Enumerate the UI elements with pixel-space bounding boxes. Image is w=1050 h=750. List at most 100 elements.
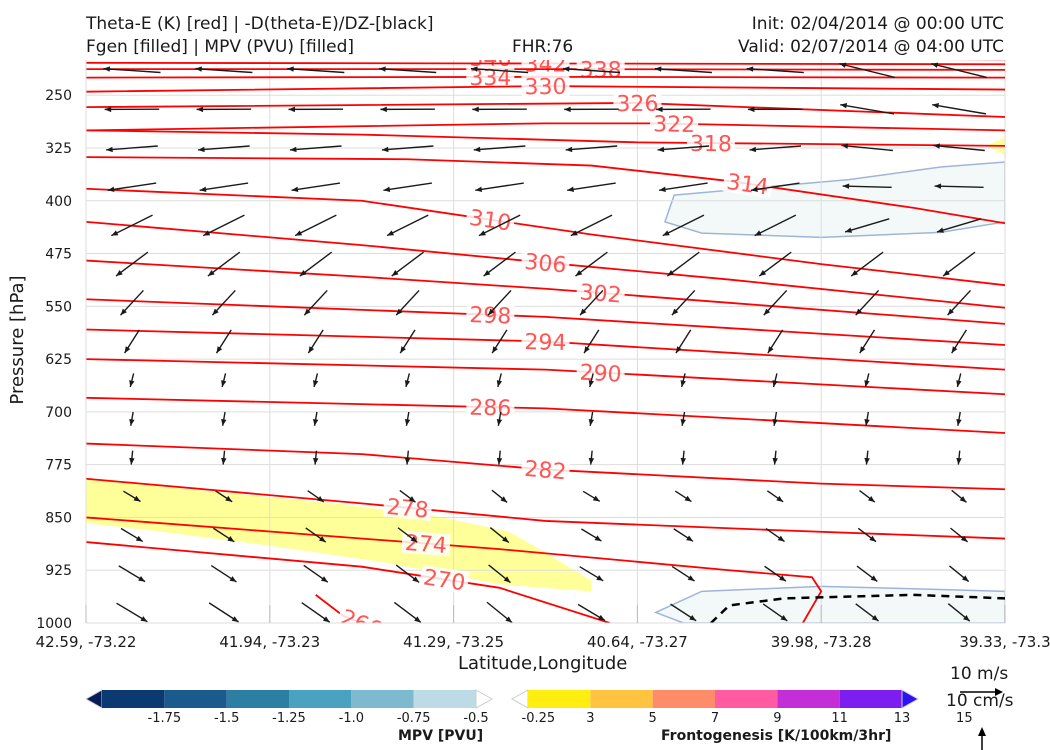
wind-vector-head <box>963 614 970 622</box>
theta-e-contour-label: 282 <box>523 457 567 485</box>
y-tick-label: 475 <box>45 247 72 263</box>
mpv-colorbar-tick-label: -0.75 <box>397 711 431 726</box>
wind-vector-head <box>936 227 944 233</box>
wind-vector-head <box>410 536 418 543</box>
wind-vector-head <box>216 346 223 354</box>
vector-key-vertical-head <box>978 727 986 736</box>
wind-vector-head <box>483 270 491 277</box>
fgen-colorbar-tick-label: 3 <box>586 711 594 726</box>
y-tick-label: 625 <box>45 352 72 368</box>
wind-vector <box>199 182 249 191</box>
wind-vector-head <box>772 418 778 426</box>
title-center: FHR:76 <box>512 37 574 57</box>
wind-vector-head <box>592 495 600 502</box>
wind-vector <box>291 182 341 191</box>
wind-vector-head <box>320 576 328 583</box>
theta-e-contour-label: 310 <box>468 206 513 237</box>
contour-label-bg <box>722 169 774 199</box>
wind-vector-head <box>304 308 311 316</box>
wind-vector-head <box>120 308 127 316</box>
theta-e-contour <box>86 298 1005 346</box>
wind-vector-head <box>654 66 662 72</box>
x-tick-label: 42.59, -73.22 <box>36 633 137 651</box>
wind-vector-head <box>116 270 123 277</box>
y-tick-label: 325 <box>45 141 72 157</box>
fgen-colorbar-swatch <box>652 690 715 708</box>
contour-label-bg <box>521 74 570 98</box>
wind-vector-head <box>870 575 878 582</box>
wind-vector <box>470 67 529 74</box>
theta-e-contour <box>86 396 1005 434</box>
wind-vector <box>942 251 976 277</box>
wind-vector <box>483 251 516 277</box>
wind-vector-head <box>316 496 324 502</box>
wind-vector-head <box>840 103 848 109</box>
wind-vector <box>567 182 616 191</box>
wind-vector-head <box>129 380 135 388</box>
wind-vector-head <box>289 146 297 153</box>
wind-vector-head <box>231 616 239 623</box>
x-tick-label: 40.64, -73.27 <box>587 633 688 651</box>
vector-key-horizontal-label: 10 m/s <box>950 664 1009 684</box>
x-axis-label: Latitude,Longitude <box>458 653 628 674</box>
wind-vector-head <box>588 457 595 465</box>
wind-vector <box>383 182 432 191</box>
theta-e-contour <box>86 477 1005 540</box>
mpv-fill-lower <box>653 585 1005 623</box>
wind-vector-head <box>934 183 942 189</box>
wind-vector-head <box>961 575 969 582</box>
wind-vector-head <box>391 270 399 277</box>
wind-vector <box>933 144 985 152</box>
wind-vector-head <box>198 146 205 153</box>
wind-vector-head <box>103 66 111 72</box>
wind-vector-head <box>680 380 686 388</box>
fgen-colorbar-tick-label: 11 <box>831 711 848 726</box>
wind-vector-head <box>594 535 602 542</box>
wind-vector-head <box>780 614 788 621</box>
wind-vector-head <box>400 346 407 354</box>
wind-vector-head <box>221 457 227 465</box>
wind-vector-head <box>135 535 143 542</box>
wind-vector-head <box>229 576 237 582</box>
wind-vector-head <box>472 106 479 113</box>
theta-e-contour-label: 302 <box>579 280 623 308</box>
wind-vector-head <box>396 308 403 316</box>
wind-vector-head <box>562 66 570 72</box>
wind-vector-head <box>288 106 295 113</box>
wind-vector-head <box>575 270 583 277</box>
wind-vector-head <box>869 535 877 542</box>
mpv-colorbar-tick-label: -1.25 <box>272 711 306 726</box>
wind-vector <box>662 214 705 237</box>
wind-vector-head <box>570 230 578 236</box>
title-right-1: Init: 02/04/2014 @ 00:00 UTC <box>751 14 1004 34</box>
wind-vector <box>850 251 884 277</box>
wind-vector <box>746 67 804 74</box>
wind-vector-head <box>597 614 605 621</box>
wind-vector-head <box>502 536 509 543</box>
wind-vector-head <box>839 62 847 68</box>
wind-vector <box>195 67 253 74</box>
wind-vector-head <box>956 380 962 388</box>
contour-label-bg <box>466 65 515 89</box>
wind-vector-head <box>855 308 863 316</box>
theta-e-contour <box>940 60 1005 61</box>
wind-vector <box>841 144 893 152</box>
wind-vector <box>379 67 437 74</box>
wind-vector <box>202 214 245 237</box>
wind-vector-head <box>412 576 420 583</box>
wind-vector-head <box>478 230 486 236</box>
wind-vector-head <box>496 380 503 388</box>
wind-vector-head <box>404 380 411 388</box>
theta-e-contour-label: 286 <box>469 396 512 422</box>
wind-vector-head <box>689 614 697 621</box>
theta-e-contour <box>86 122 1005 132</box>
wind-vector-head <box>505 616 513 623</box>
wind-vector-head <box>772 457 778 465</box>
y-tick-label: 850 <box>45 510 72 526</box>
wind-vector-head <box>221 418 227 426</box>
wind-vector-head <box>500 496 508 503</box>
wind-vector-head <box>203 230 211 236</box>
theta-e-contour-label: 314 <box>725 170 770 201</box>
fgen-colorbar-swatch <box>839 690 902 708</box>
wind-vector <box>299 251 333 277</box>
